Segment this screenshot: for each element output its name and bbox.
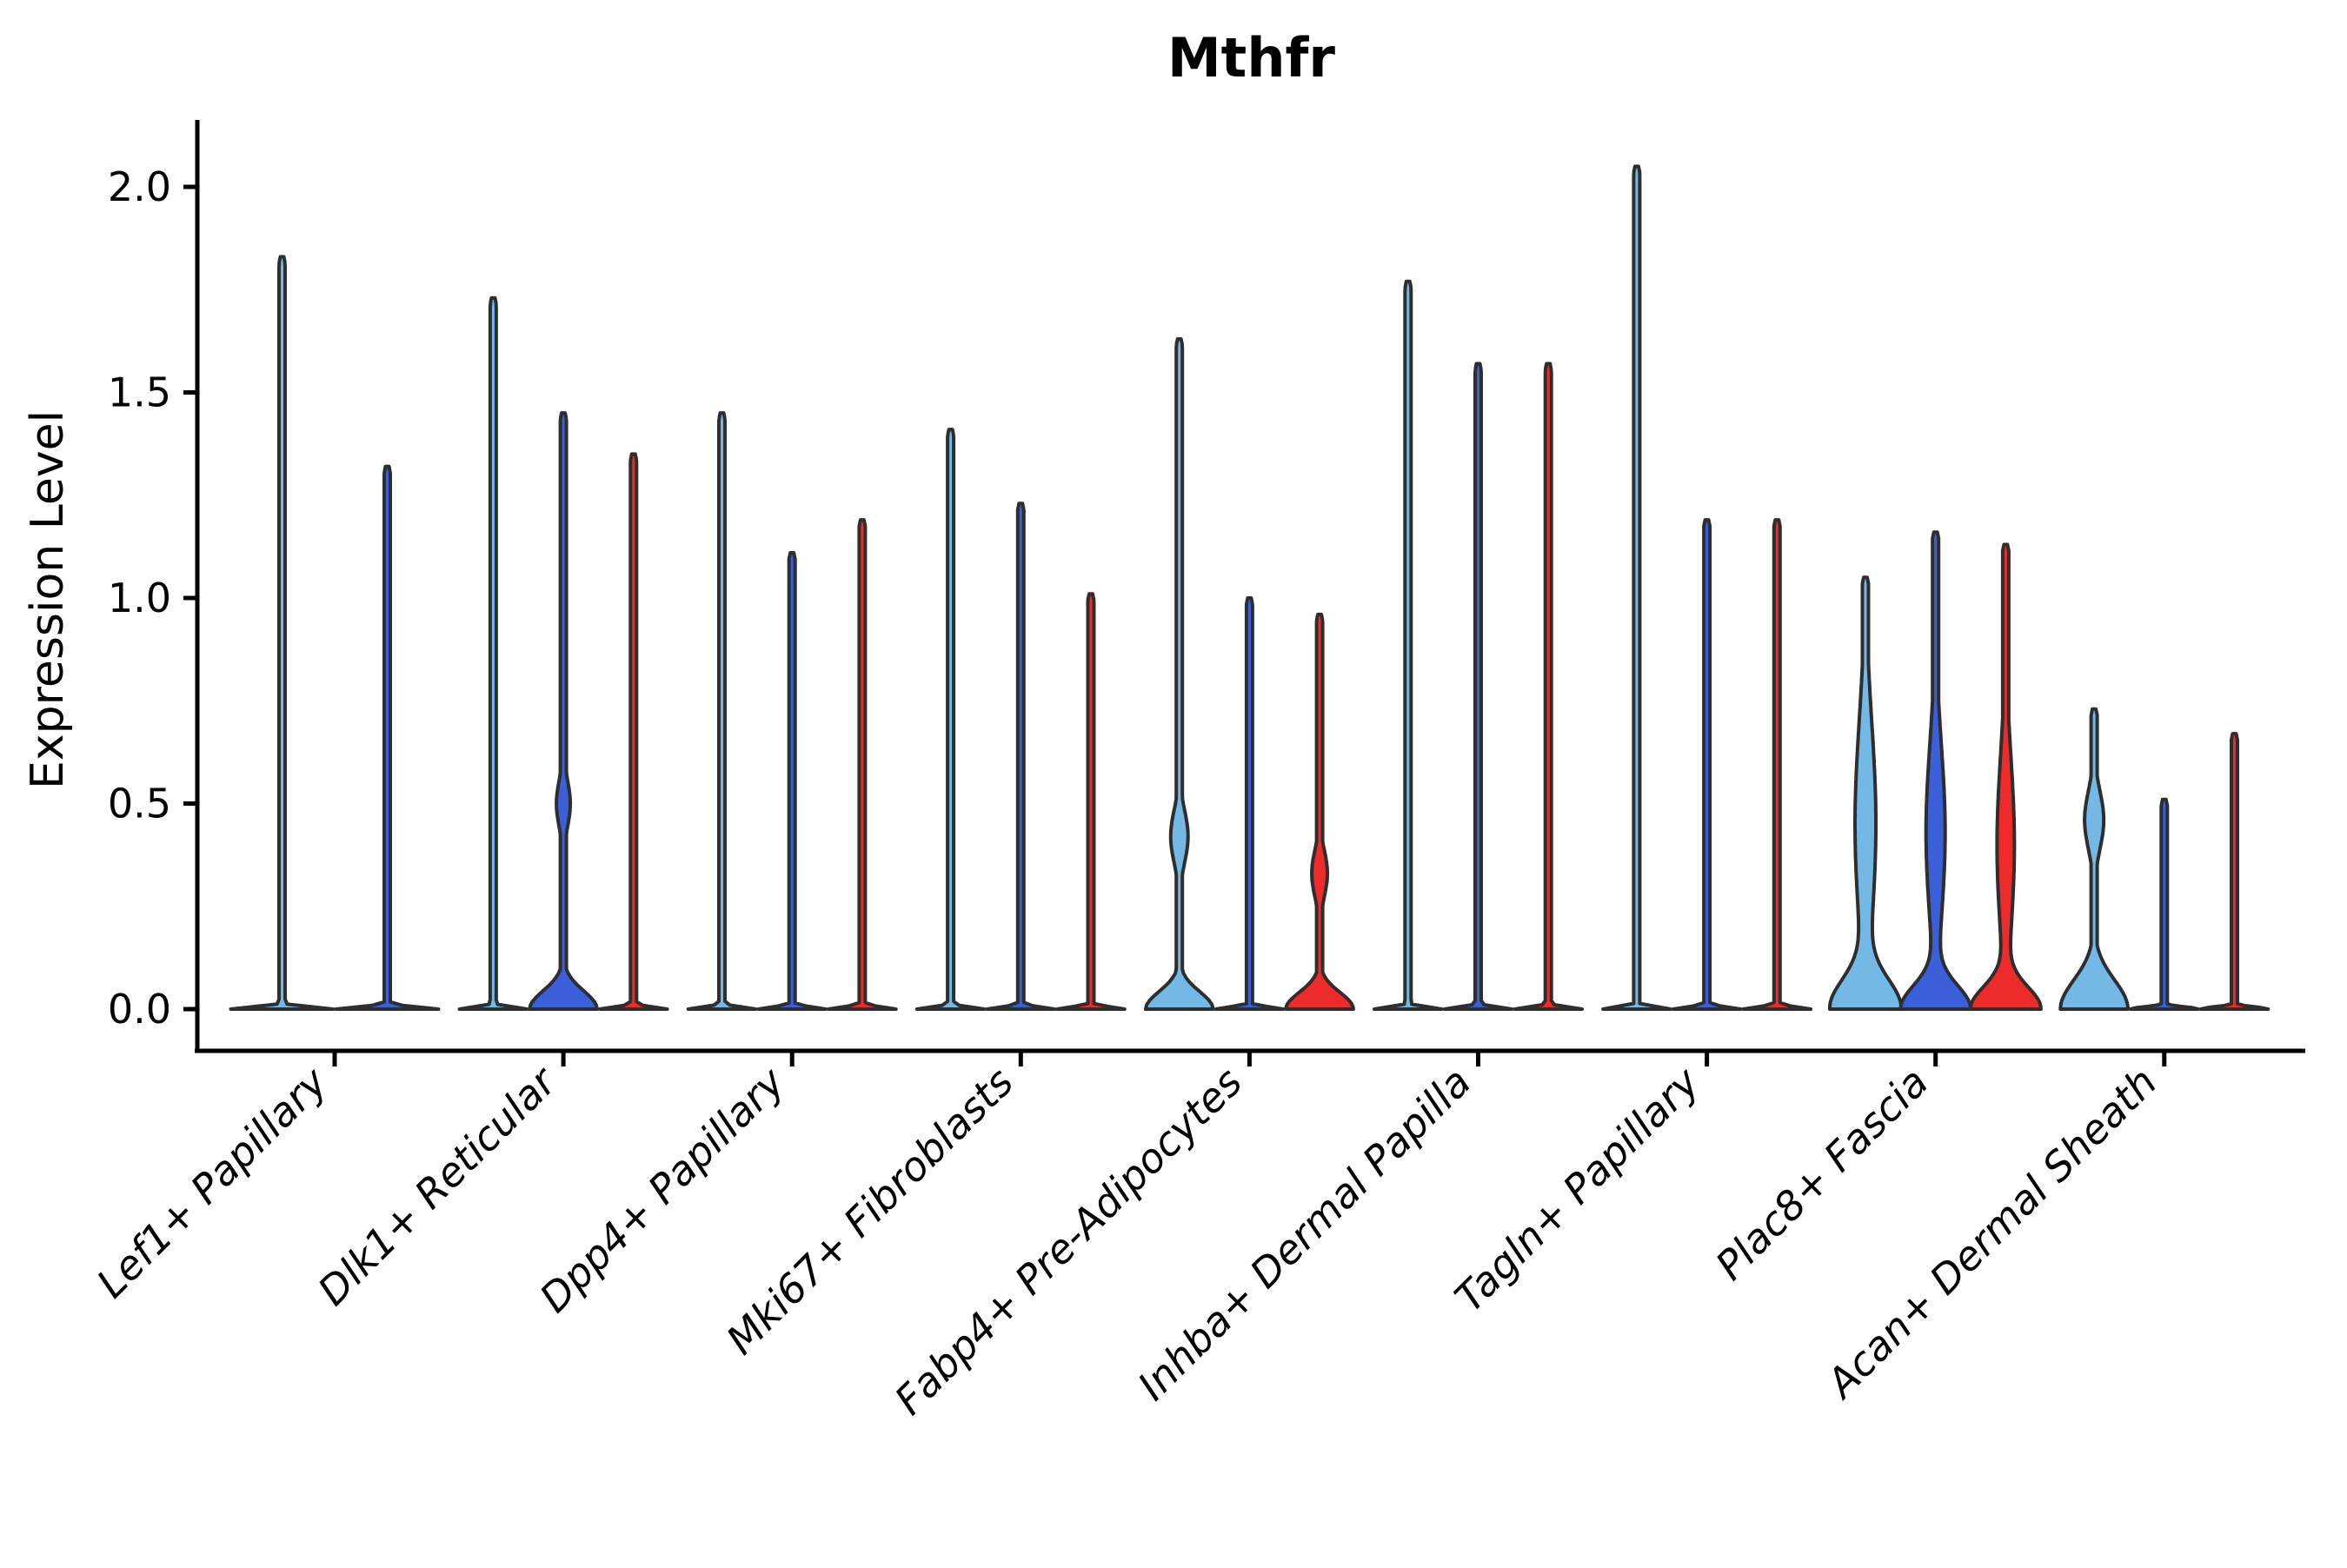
- y-tick-label-0.5: 0.5: [108, 781, 171, 827]
- violin-acan-dermal-sheath-split2: [2129, 797, 2200, 1011]
- chart-title: Mthfr: [1167, 26, 1335, 90]
- violin-mki67-fibroblasts-split1: [914, 428, 987, 1011]
- violin-dpp4-papillary-split3: [827, 518, 898, 1011]
- violin-lef1-papillary-split2: [334, 464, 441, 1011]
- violin-lef1-papillary-split1: [229, 255, 336, 1011]
- violin-inhba-dermal-papilla-split1: [1373, 279, 1444, 1011]
- x-label-tagln-papillary: Tagln+ Papillary: [1446, 1058, 1709, 1321]
- violin-plac8-fascia-split3: [1968, 542, 2043, 1011]
- violin-fabp4-pre-adipocytes-split3: [1284, 612, 1355, 1011]
- x-label-dpp4-papillary: Dpp4+ Papillary: [530, 1058, 794, 1321]
- violin-inhba-dermal-papilla-split2: [1442, 362, 1514, 1011]
- violin-tagln-papillary-split3: [1741, 518, 1813, 1011]
- violin-dlk1-reticular-split2: [528, 411, 599, 1011]
- y-tick-label-1.5: 1.5: [108, 369, 171, 416]
- y-axis-label: Expression Level: [22, 410, 74, 789]
- violin-fabp4-pre-adipocytes-split2: [1213, 596, 1286, 1011]
- violin-inhba-dermal-papilla-split3: [1513, 362, 1584, 1011]
- violin-mki67-fibroblasts-split2: [985, 502, 1057, 1011]
- violin-acan-dermal-sheath-split1: [2058, 707, 2130, 1011]
- violin-acan-dermal-sheath-split3: [2198, 732, 2271, 1011]
- y-tick-label-0.0: 0.0: [108, 986, 171, 1033]
- x-label-lef1-papillary: Lef1+ Papillary: [88, 1058, 336, 1306]
- violin-dpp4-papillary-split1: [686, 411, 758, 1011]
- x-label-plac8-fascia: Plac8+ Fascia: [1706, 1059, 1937, 1289]
- violin-tagln-papillary-split1: [1601, 164, 1672, 1011]
- x-label-dlk1-reticular: Dlk1+ Reticular: [309, 1056, 567, 1314]
- violin-dpp4-papillary-split2: [756, 551, 828, 1011]
- violin-fabp4-pre-adipocytes-split1: [1143, 337, 1215, 1011]
- violin-plac8-fascia-split1: [1827, 575, 1904, 1011]
- y-tick-label-2.0: 2.0: [108, 163, 171, 210]
- y-tick-label-1.0: 1.0: [108, 575, 171, 621]
- violin-plac8-fascia-split2: [1898, 530, 1972, 1011]
- violin-dlk1-reticular-split1: [457, 296, 529, 1011]
- violin-dlk1-reticular-split3: [597, 452, 669, 1011]
- violin-mki67-fibroblasts-split3: [1055, 592, 1127, 1011]
- violin-tagln-papillary-split2: [1671, 518, 1743, 1011]
